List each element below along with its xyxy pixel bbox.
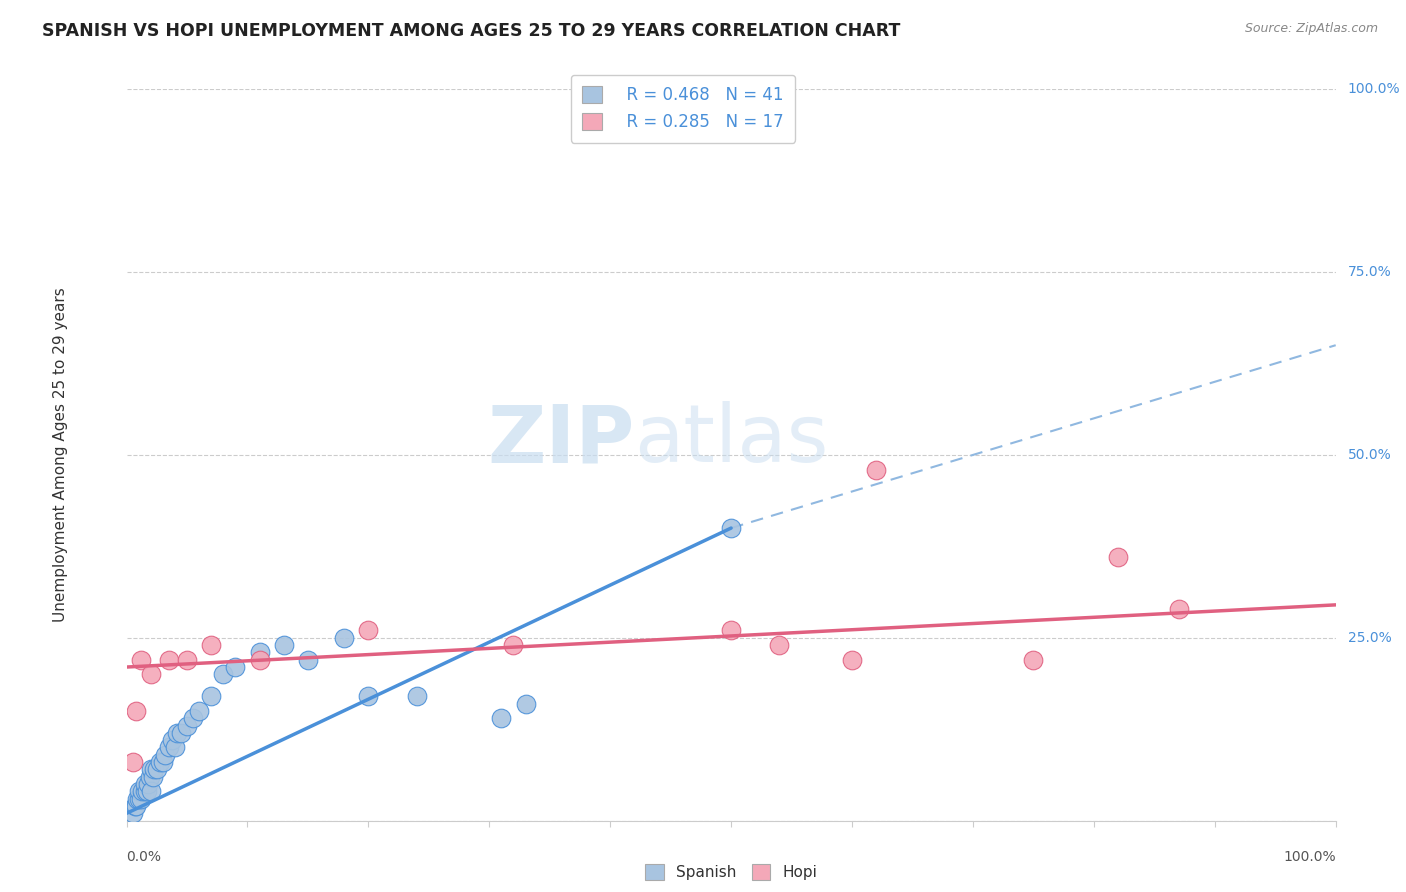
Text: 75.0%: 75.0%	[1348, 265, 1392, 279]
Text: atlas: atlas	[634, 401, 828, 479]
Point	[124, 799, 146, 814]
Point	[491, 711, 513, 725]
Point	[212, 667, 235, 681]
Point	[128, 784, 150, 798]
Point	[176, 653, 198, 667]
Point	[139, 784, 162, 798]
Point	[273, 638, 295, 652]
Point	[170, 726, 193, 740]
Point	[249, 645, 271, 659]
Point	[149, 755, 172, 769]
Point	[121, 755, 143, 769]
Text: 25.0%: 25.0%	[1348, 631, 1392, 645]
Point	[157, 740, 180, 755]
Point	[188, 704, 211, 718]
Point	[249, 653, 271, 667]
Point	[224, 660, 246, 674]
Point	[139, 763, 162, 777]
Point	[129, 791, 152, 805]
Point	[720, 624, 742, 638]
Point	[200, 690, 222, 704]
Point	[134, 784, 156, 798]
Point	[1167, 601, 1189, 615]
Point	[125, 799, 148, 814]
Point	[502, 638, 524, 652]
Point	[139, 667, 162, 681]
Point	[1107, 550, 1129, 565]
Point	[405, 690, 427, 704]
Point	[1022, 653, 1045, 667]
Legend: Spanish, Hopi: Spanish, Hopi	[640, 858, 823, 886]
Point	[357, 624, 380, 638]
Point	[152, 755, 174, 769]
Point	[121, 806, 143, 821]
Point	[146, 763, 169, 777]
Point	[127, 791, 149, 805]
Point	[131, 784, 153, 798]
Point	[176, 718, 198, 732]
Point	[136, 784, 159, 798]
Point	[865, 462, 887, 476]
Point	[166, 726, 188, 740]
Point	[162, 733, 184, 747]
Text: ZIP: ZIP	[486, 401, 634, 479]
Text: 100.0%: 100.0%	[1348, 82, 1400, 96]
Text: 50.0%: 50.0%	[1348, 448, 1392, 462]
Point	[138, 770, 160, 784]
Point	[200, 638, 222, 652]
Point	[720, 521, 742, 535]
Point	[155, 747, 177, 762]
Point	[333, 631, 356, 645]
Point	[515, 697, 537, 711]
Point	[129, 653, 152, 667]
Point	[136, 777, 159, 791]
Point	[163, 740, 186, 755]
Point	[841, 653, 863, 667]
Text: Source: ZipAtlas.com: Source: ZipAtlas.com	[1244, 22, 1378, 36]
Point	[297, 653, 319, 667]
Point	[357, 690, 380, 704]
Text: 100.0%: 100.0%	[1284, 850, 1336, 863]
Point	[125, 704, 148, 718]
Point	[181, 711, 204, 725]
Point	[143, 763, 166, 777]
Point	[128, 791, 150, 805]
Point	[142, 770, 165, 784]
Text: 0.0%: 0.0%	[127, 850, 162, 863]
Text: Unemployment Among Ages 25 to 29 years: Unemployment Among Ages 25 to 29 years	[52, 287, 67, 623]
Point	[157, 653, 180, 667]
Point	[134, 777, 156, 791]
Text: SPANISH VS HOPI UNEMPLOYMENT AMONG AGES 25 TO 29 YEARS CORRELATION CHART: SPANISH VS HOPI UNEMPLOYMENT AMONG AGES …	[42, 22, 901, 40]
Point	[768, 638, 790, 652]
